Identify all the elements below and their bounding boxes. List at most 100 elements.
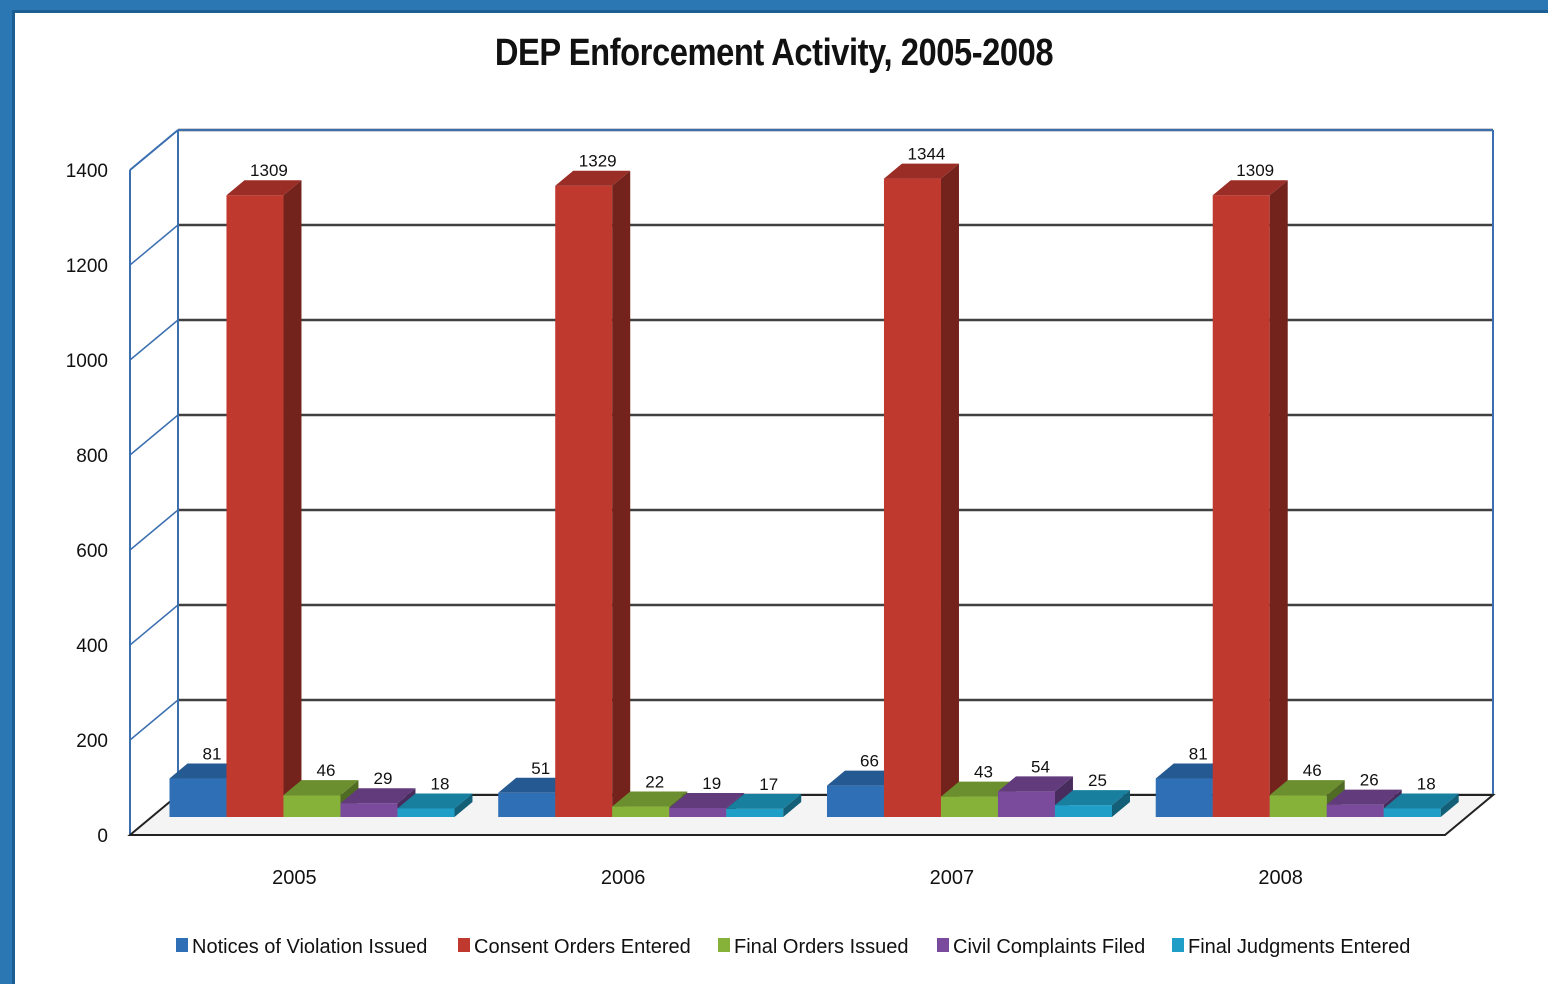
x-tick-label: 2007 [930, 867, 975, 889]
bar-top [997, 776, 1073, 792]
bar-side [1269, 180, 1288, 818]
x-tick-label: 2006 [601, 867, 646, 889]
data-label: 46 [1303, 761, 1322, 780]
bar-top [1054, 790, 1130, 806]
data-label: 54 [1031, 757, 1050, 776]
side-gridline [129, 699, 179, 741]
bar-top [940, 781, 1016, 797]
data-label: 19 [702, 774, 721, 793]
bar-top [169, 763, 245, 779]
bar-top [498, 777, 574, 793]
bar-front [1155, 778, 1213, 817]
legend-label: Final Orders Issued [734, 936, 909, 958]
bar-front [169, 778, 227, 817]
bar-front [726, 808, 784, 817]
bar-side [283, 180, 302, 818]
y-tick-label: 600 [76, 541, 108, 562]
bar-top [340, 788, 416, 804]
bar-top [1383, 793, 1459, 809]
legend-swatch [937, 938, 949, 952]
bar-front [1212, 195, 1270, 818]
bar-top [283, 780, 359, 796]
side-gridline [129, 224, 179, 266]
data-label: 81 [203, 745, 222, 764]
bar-front [612, 806, 670, 817]
legend-label: Final Judgments Entered [1188, 936, 1410, 958]
y-tick-label: 1200 [66, 256, 108, 277]
bar-side [940, 163, 959, 818]
legend-swatch [718, 938, 730, 952]
bar-side [454, 793, 473, 817]
data-label: 17 [759, 775, 778, 794]
data-label: 66 [860, 752, 879, 771]
chart-title: DEP Enforcement Activity, 2005-2008 [494, 32, 1054, 74]
bar-side [612, 170, 631, 818]
bar-front [498, 792, 556, 817]
bar-side [783, 793, 802, 817]
data-label: 1309 [250, 161, 288, 180]
bar-front [1326, 804, 1384, 817]
legend-label: Civil Complaints Filed [953, 936, 1145, 958]
bar-front [883, 178, 941, 818]
legend-swatch [1172, 938, 1184, 952]
data-label: 22 [645, 773, 664, 792]
bar-front [226, 195, 284, 818]
side-gridline [129, 319, 179, 361]
data-label: 1329 [579, 152, 617, 171]
floor [127, 794, 1496, 836]
data-label: 1344 [908, 145, 946, 164]
legend-swatch [458, 938, 470, 952]
bar-front [555, 185, 613, 818]
x-tick-label: 2005 [272, 867, 317, 889]
data-label: 29 [374, 769, 393, 788]
bar-top [226, 180, 302, 196]
bar-top [1212, 180, 1288, 196]
bar-side [1440, 793, 1459, 817]
bar-front [397, 808, 455, 817]
data-label: 81 [1189, 745, 1208, 764]
y-tick-label: 0 [97, 826, 108, 847]
bar-front [1054, 805, 1112, 817]
y-tick-label: 1400 [66, 161, 108, 182]
bar-front [826, 785, 884, 817]
bar-top [612, 791, 688, 807]
bar-front [940, 796, 998, 817]
data-label: 51 [531, 759, 550, 778]
y-tick-label: 800 [76, 446, 108, 467]
bar-top [726, 793, 802, 809]
legend-label: Notices of Violation Issued [192, 936, 427, 958]
bar-side [1111, 790, 1130, 817]
y-tick-label: 200 [76, 731, 108, 752]
y-tick-label: 1000 [66, 351, 108, 372]
side-gridline [129, 414, 179, 456]
data-label: 1309 [1236, 161, 1274, 180]
bar-front [340, 803, 398, 817]
bar-top [1269, 780, 1345, 796]
bar-top [555, 170, 631, 186]
data-label: 18 [431, 774, 450, 793]
side-wall-top-edge [129, 129, 179, 171]
data-label: 25 [1088, 771, 1107, 790]
bar-front [1269, 795, 1327, 817]
bar-front [997, 791, 1055, 817]
y-tick-label: 400 [76, 636, 108, 657]
bar-top [883, 163, 959, 179]
legend-label: Consent Orders Entered [474, 936, 691, 958]
data-label: 43 [974, 763, 993, 782]
bar-front [283, 795, 341, 817]
bar-top [397, 793, 473, 809]
bar-top [826, 770, 902, 786]
side-gridline [129, 509, 179, 551]
data-label: 26 [1360, 771, 1379, 790]
bar-front [669, 807, 727, 817]
bar-top [1326, 789, 1402, 805]
bar-top [1155, 763, 1231, 779]
legend-swatch [176, 938, 188, 952]
side-gridline [129, 604, 179, 646]
bar-front [1383, 808, 1441, 817]
bar-top [669, 792, 745, 808]
x-tick-label: 2008 [1258, 867, 1303, 889]
data-label: 18 [1417, 774, 1436, 793]
data-label: 46 [317, 761, 336, 780]
